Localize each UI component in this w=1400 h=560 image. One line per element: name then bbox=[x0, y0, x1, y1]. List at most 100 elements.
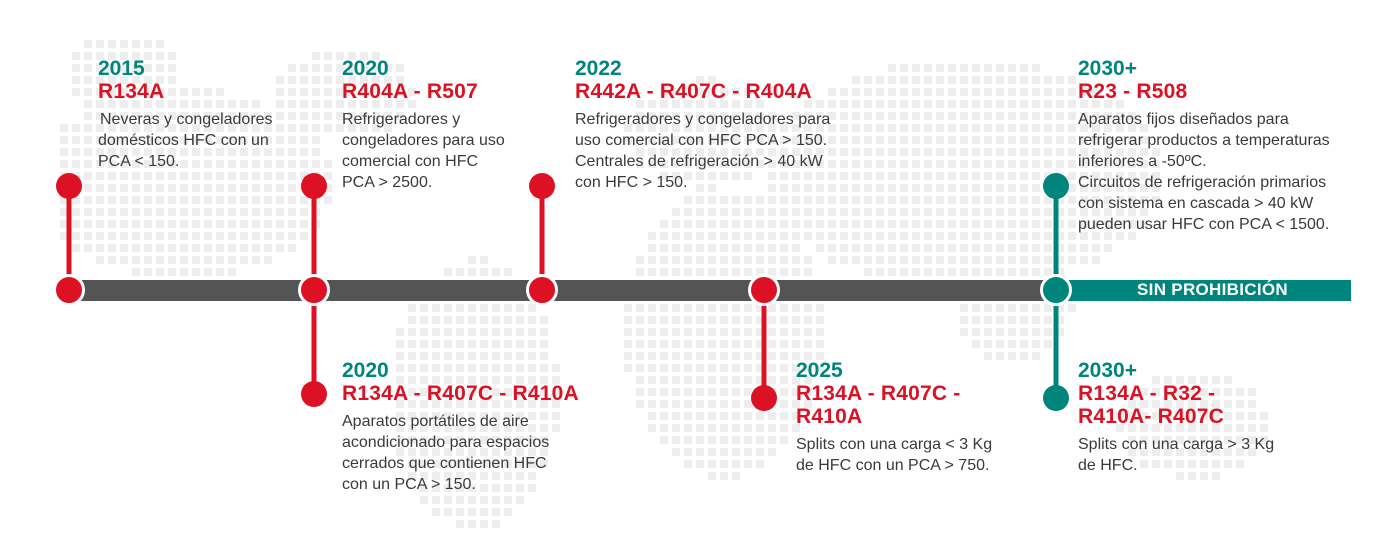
map-dot bbox=[468, 472, 476, 480]
map-dot bbox=[756, 460, 764, 468]
map-dot bbox=[432, 304, 440, 312]
map-dot bbox=[936, 172, 944, 180]
map-dot bbox=[1212, 424, 1220, 432]
map-dot bbox=[816, 232, 824, 240]
milestone-description: Splits con una carga > 3 Kg de HFC. bbox=[1078, 434, 1338, 476]
map-dot bbox=[108, 160, 116, 168]
map-dot bbox=[708, 148, 716, 156]
map-dot bbox=[468, 388, 476, 396]
map-dot bbox=[168, 52, 176, 60]
refrigerant-codes: R134A - R32 - bbox=[1078, 382, 1216, 405]
map-dot bbox=[228, 220, 236, 228]
map-dot bbox=[468, 376, 476, 384]
description-line: Circuitos de refrigeración primarios bbox=[1078, 174, 1327, 191]
map-dot bbox=[1128, 136, 1136, 144]
map-dot bbox=[1212, 460, 1220, 468]
map-dot bbox=[1200, 436, 1208, 444]
map-dot bbox=[924, 100, 932, 108]
map-dot bbox=[144, 244, 152, 252]
map-dot bbox=[360, 76, 368, 84]
map-dot bbox=[204, 172, 212, 180]
map-dot bbox=[696, 412, 704, 420]
map-dot bbox=[1176, 448, 1184, 456]
map-dot bbox=[408, 436, 416, 444]
map-dot bbox=[120, 52, 128, 60]
map-dot bbox=[444, 340, 452, 348]
map-dot bbox=[120, 232, 128, 240]
map-dot bbox=[1236, 400, 1244, 408]
map-dot bbox=[1068, 256, 1076, 264]
map-dot bbox=[168, 112, 176, 120]
map-dot bbox=[660, 88, 668, 96]
map-dot bbox=[456, 412, 464, 420]
map-dot bbox=[996, 352, 1004, 360]
map-dot bbox=[84, 160, 92, 168]
map-dot bbox=[144, 52, 152, 60]
map-dot bbox=[180, 136, 188, 144]
map-dot bbox=[648, 268, 656, 276]
map-dot bbox=[708, 172, 716, 180]
map-dot bbox=[180, 244, 188, 252]
map-dot bbox=[420, 436, 428, 444]
map-dot bbox=[300, 148, 308, 156]
map-dot bbox=[648, 400, 656, 408]
milestone-2030-top: 2030+ R23 - R508 Aparatos fijos diseñado… bbox=[1078, 58, 1378, 235]
map-dot bbox=[924, 76, 932, 84]
map-dot bbox=[1176, 388, 1184, 396]
map-dot bbox=[1224, 448, 1232, 456]
map-dot bbox=[768, 148, 776, 156]
map-dot bbox=[444, 508, 452, 516]
map-dot bbox=[732, 424, 740, 432]
map-dot bbox=[732, 328, 740, 336]
map-dot bbox=[708, 196, 716, 204]
map-dot bbox=[1152, 388, 1160, 396]
map-dot bbox=[696, 340, 704, 348]
map-dot bbox=[684, 448, 692, 456]
map-dot bbox=[840, 208, 848, 216]
map-dot bbox=[504, 376, 512, 384]
map-dot bbox=[720, 460, 728, 468]
map-dot bbox=[396, 388, 404, 396]
map-dot bbox=[792, 160, 800, 168]
map-dot bbox=[120, 184, 128, 192]
map-dot bbox=[708, 448, 716, 456]
map-dot bbox=[456, 388, 464, 396]
map-dot bbox=[528, 316, 536, 324]
map-dot bbox=[528, 340, 536, 348]
map-dot bbox=[492, 496, 500, 504]
map-dot bbox=[180, 172, 188, 180]
map-dot bbox=[696, 172, 704, 180]
map-dot bbox=[720, 160, 728, 168]
map-dot bbox=[96, 136, 104, 144]
map-dot bbox=[888, 64, 896, 72]
description-line: Splits con una carga < 3 Kg bbox=[796, 436, 993, 453]
map-dot bbox=[516, 376, 524, 384]
map-dot bbox=[1044, 244, 1052, 252]
map-dot bbox=[276, 172, 284, 180]
timeline-bar bbox=[70, 280, 1060, 301]
map-dot bbox=[408, 304, 416, 312]
map-dot bbox=[168, 160, 176, 168]
map-dot bbox=[540, 460, 548, 468]
map-dot bbox=[72, 208, 80, 216]
map-dot bbox=[732, 448, 740, 456]
map-dot bbox=[1020, 124, 1028, 132]
map-dot bbox=[780, 340, 788, 348]
map-dot bbox=[1092, 244, 1100, 252]
map-dot bbox=[816, 364, 824, 372]
map-dot bbox=[684, 460, 692, 468]
map-dot bbox=[108, 184, 116, 192]
map-dot bbox=[348, 64, 356, 72]
map-dot bbox=[108, 64, 116, 72]
map-dot bbox=[1008, 64, 1016, 72]
map-dot bbox=[708, 124, 716, 132]
map-dot bbox=[444, 268, 452, 276]
map-dot bbox=[888, 184, 896, 192]
axis-node-2020 bbox=[298, 274, 330, 306]
map-dot bbox=[1068, 184, 1076, 192]
map-dot bbox=[936, 268, 944, 276]
map-dot bbox=[96, 208, 104, 216]
map-dot bbox=[1128, 124, 1136, 132]
map-dot bbox=[336, 100, 344, 108]
